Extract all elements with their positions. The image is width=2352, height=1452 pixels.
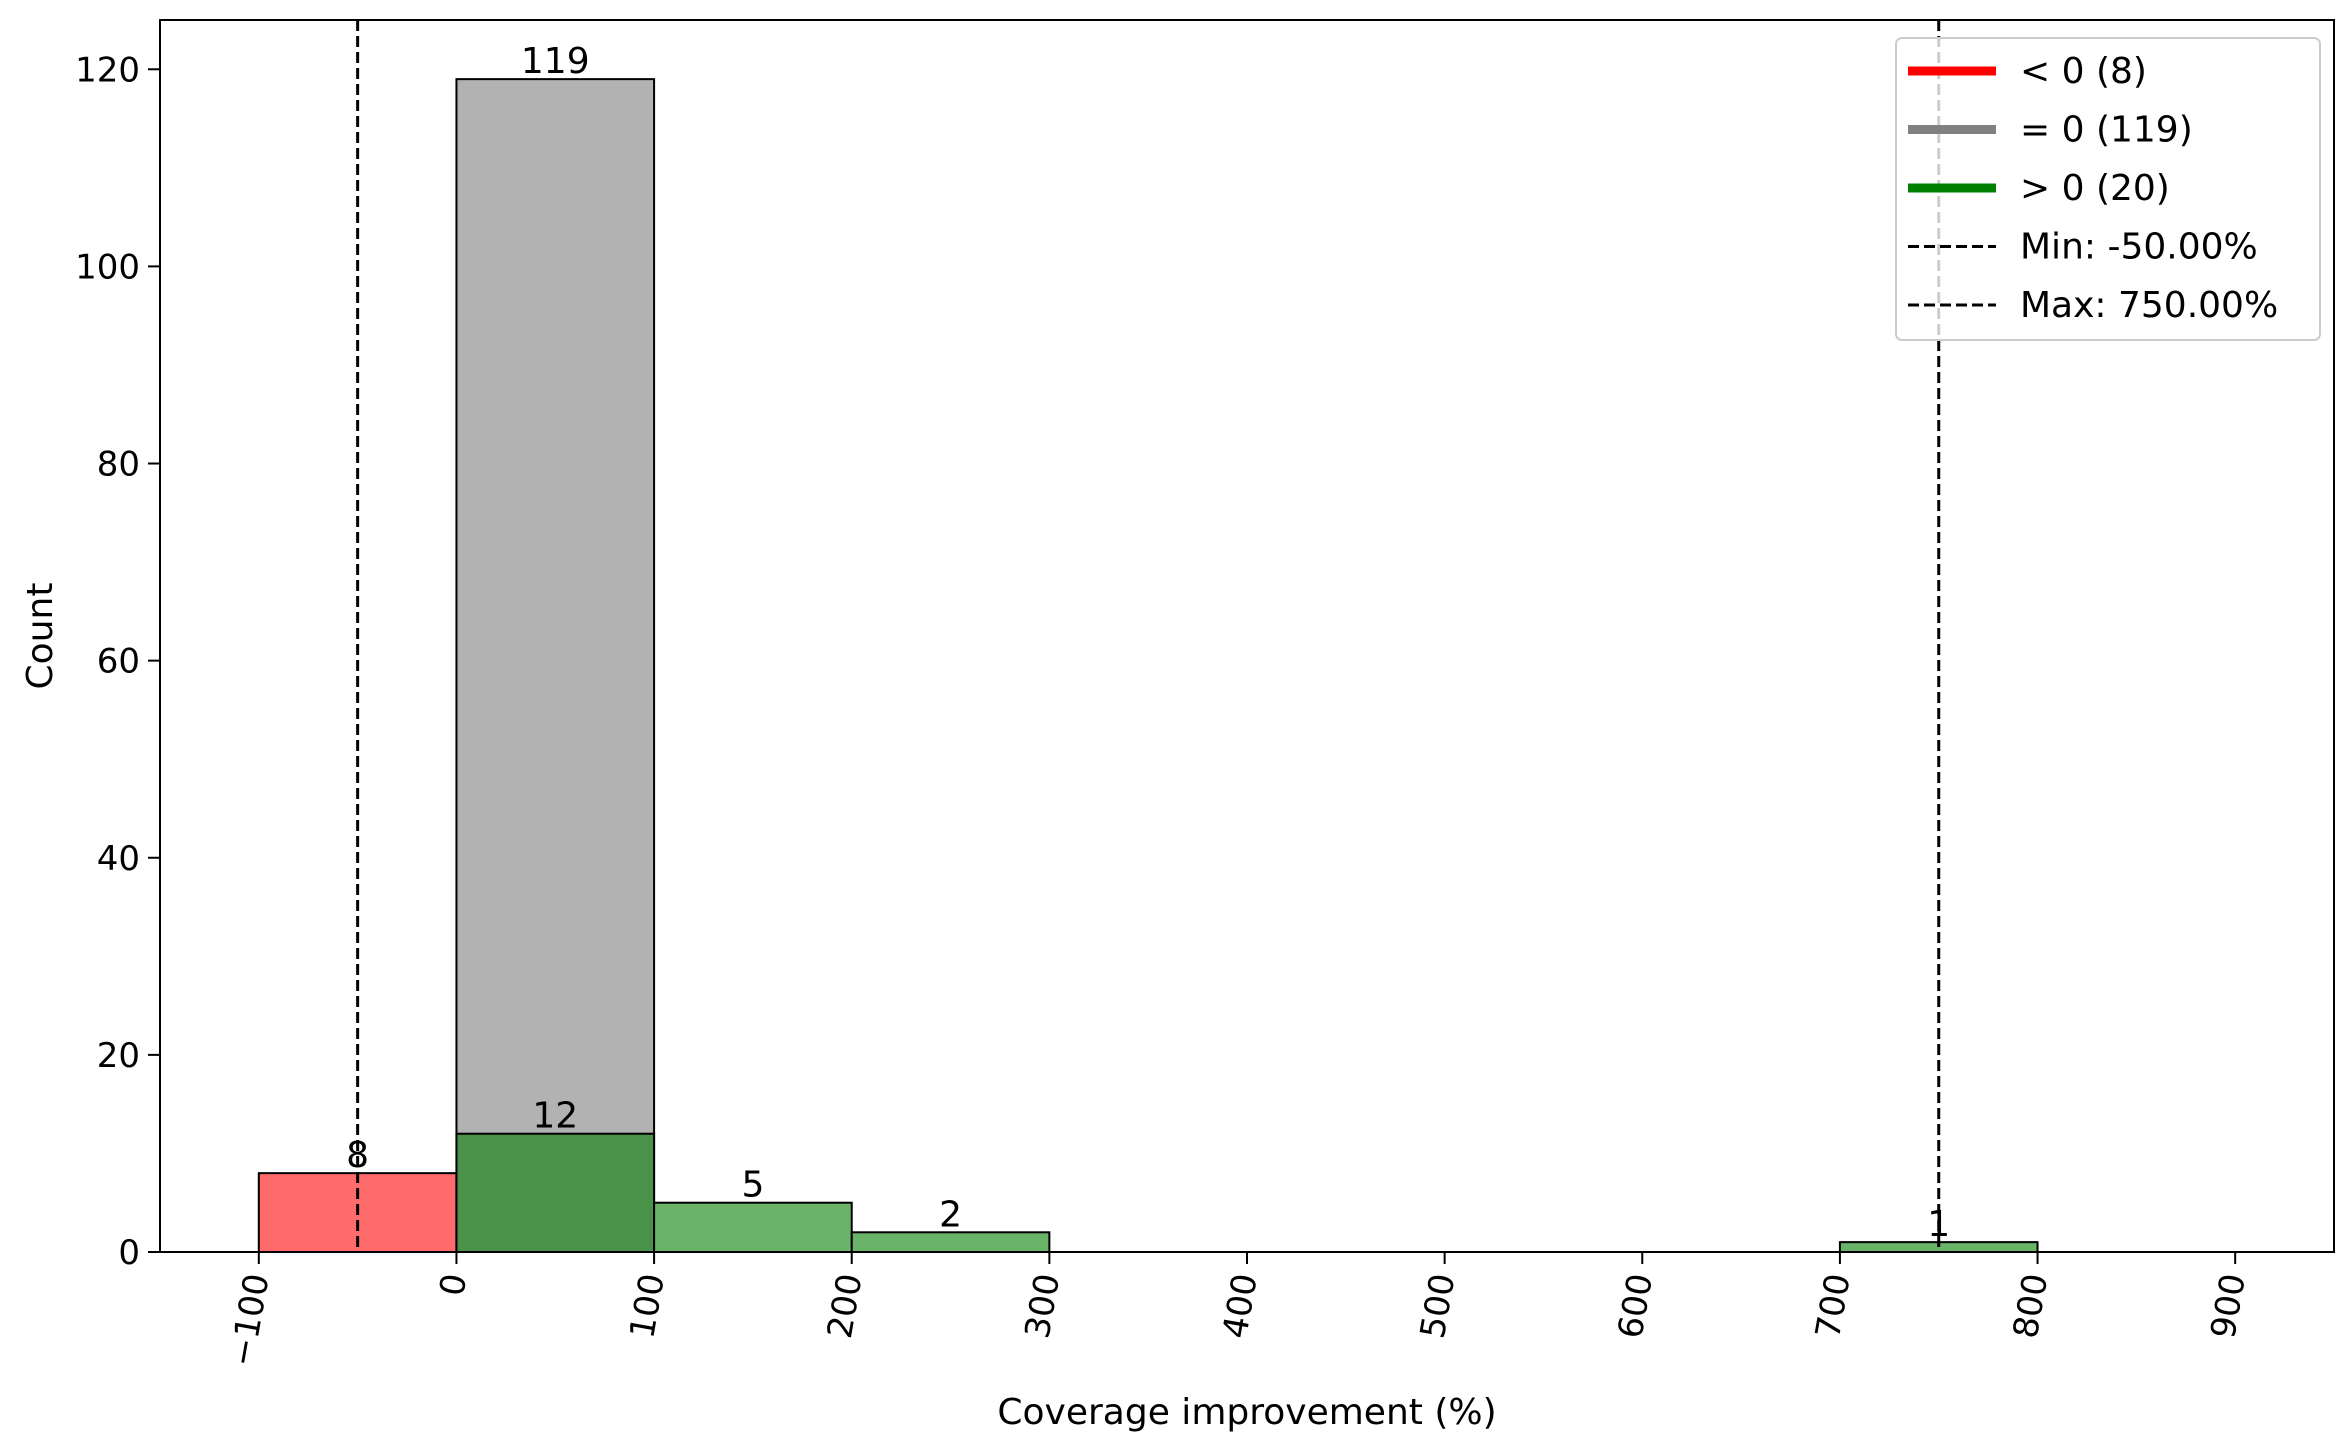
- legend-entry-label: < 0 (8): [2020, 51, 2147, 92]
- y-tick-label: 100: [75, 247, 140, 287]
- y-tick-label: 60: [97, 642, 140, 682]
- y-axis-ticks: 0 20 40 60 80 100 120: [75, 50, 160, 1273]
- legend-entry-label: = 0 (119): [2020, 110, 2193, 151]
- y-tick-label: 40: [97, 839, 140, 879]
- bar-2-1: [653, 1201, 853, 1253]
- reference-lines-layer: [356, 20, 1941, 1252]
- legend-entry-label: Max: 750.00%: [2020, 285, 2278, 326]
- bar-count-label: 2: [939, 1194, 962, 1235]
- bar-count-label: 12: [532, 1096, 578, 1137]
- y-tick-label: 80: [97, 445, 140, 485]
- bar-labels-layer: 8 119 12 5 2 1: [346, 41, 1950, 1245]
- bar-count-label: 1: [1927, 1204, 1950, 1245]
- y-tick-label: 120: [75, 50, 140, 90]
- bar-1-0: [455, 78, 656, 1254]
- bars-layer: [257, 78, 2039, 1254]
- legend-box: [1895, 37, 2321, 341]
- y-tick-label: 0: [118, 1233, 140, 1273]
- y-axis-label: Count: [20, 583, 61, 690]
- legend: < 0 (8) = 0 (119) > 0 (20) Min: -50.00% Max:…: [1895, 37, 2321, 341]
- x-axis-label: Coverage improvement (%): [997, 1392, 1496, 1433]
- legend-entry-label: Min: -50.00%: [2020, 227, 2258, 268]
- y-tick-label: 20: [97, 1036, 140, 1076]
- bar-2-0: [455, 1132, 656, 1254]
- legend-entry-label: > 0 (20): [2020, 168, 2170, 209]
- bar-count-label: 8: [346, 1135, 369, 1176]
- bar-count-label: 5: [741, 1165, 764, 1206]
- bar-count-label: 119: [521, 41, 590, 82]
